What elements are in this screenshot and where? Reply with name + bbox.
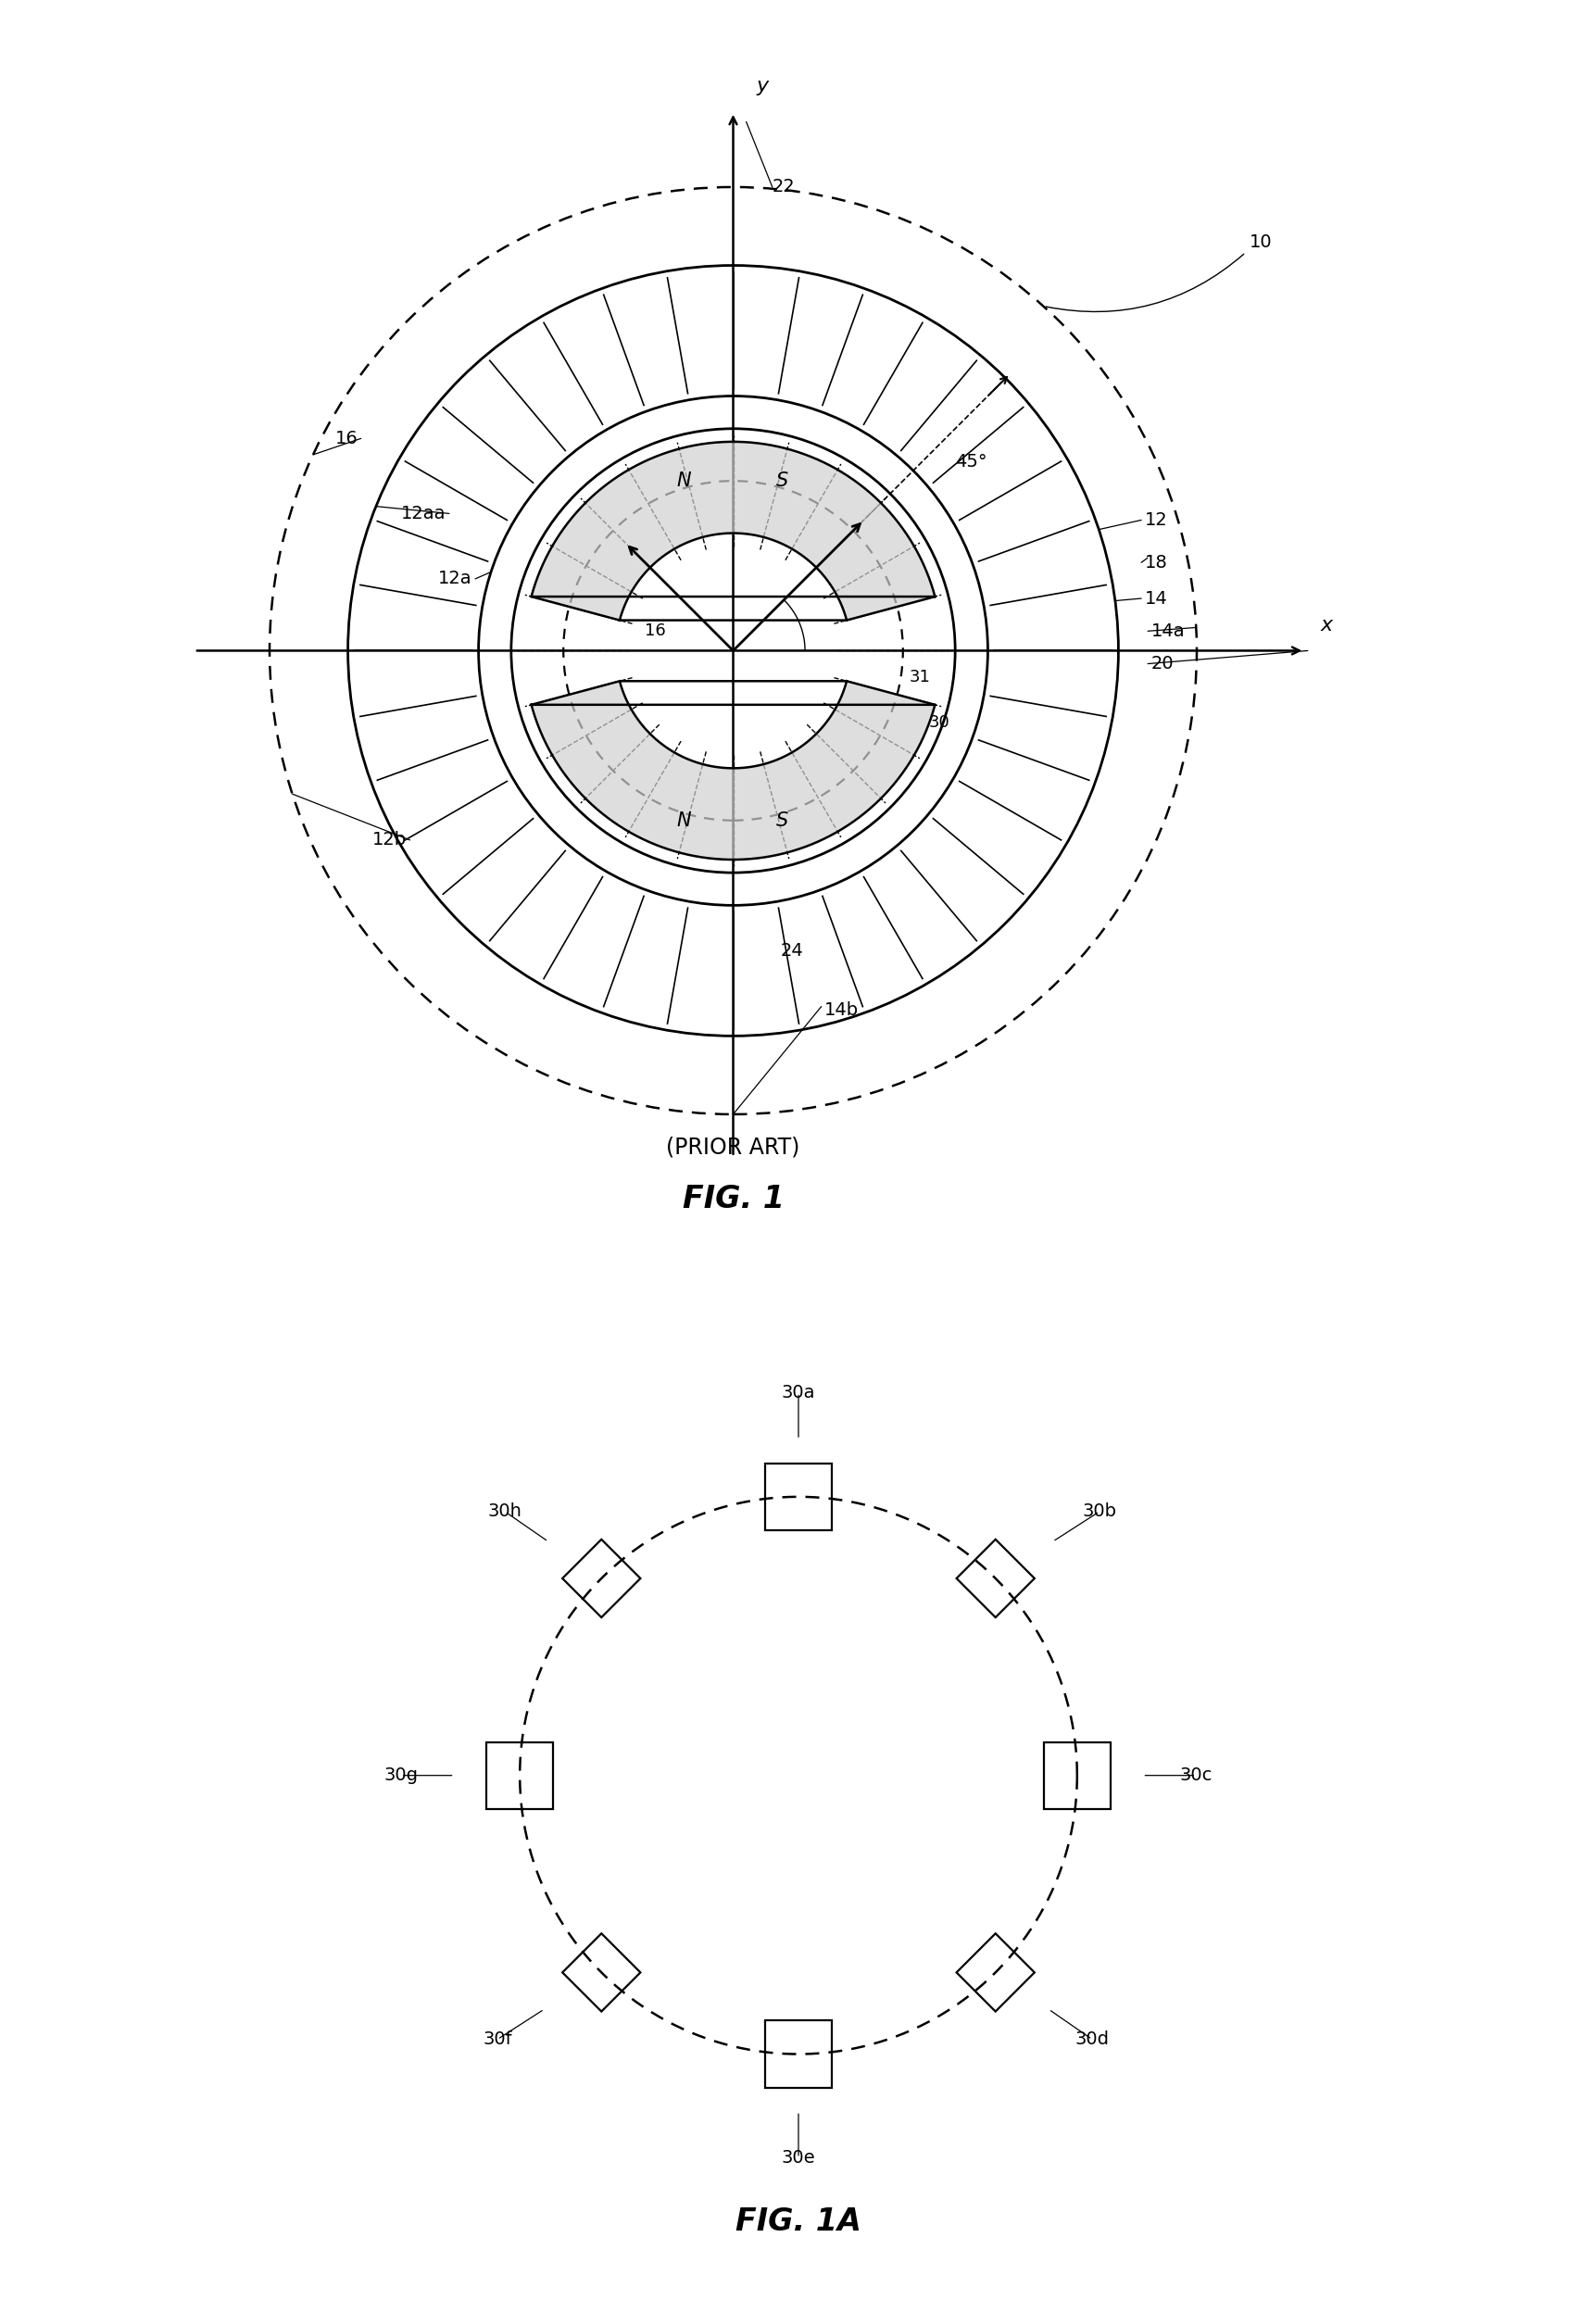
Text: 12a: 12a <box>437 570 472 586</box>
Polygon shape <box>531 681 934 860</box>
Polygon shape <box>531 442 934 621</box>
Text: 16: 16 <box>643 623 666 639</box>
Text: 12aa: 12aa <box>401 504 445 522</box>
Text: 24: 24 <box>780 943 803 959</box>
Text: 30f: 30f <box>482 2031 512 2047</box>
Text: 12b: 12b <box>372 830 407 849</box>
Text: 10: 10 <box>1248 235 1270 251</box>
Bar <box>764 1463 832 1530</box>
Text: 22: 22 <box>772 179 795 196</box>
Text: 14b: 14b <box>824 1000 859 1019</box>
Text: 30h: 30h <box>487 1502 522 1520</box>
Text: 30b: 30b <box>1082 1502 1116 1520</box>
Text: 12: 12 <box>1144 511 1167 529</box>
Text: 16: 16 <box>335 430 358 446</box>
Text: 30a: 30a <box>780 1385 816 1401</box>
Bar <box>764 2022 832 2088</box>
Text: S: S <box>776 472 788 490</box>
Bar <box>487 1741 552 1808</box>
Bar <box>1044 1741 1109 1808</box>
Text: 45°: 45° <box>954 453 986 469</box>
Text: 30g: 30g <box>383 1766 418 1785</box>
Text: 30c: 30c <box>1179 1766 1211 1785</box>
Text: N: N <box>677 472 691 490</box>
Text: 30d: 30d <box>1074 2031 1109 2047</box>
Text: x: x <box>1320 616 1333 635</box>
Text: 20: 20 <box>1151 656 1173 672</box>
Text: 14a: 14a <box>1151 623 1184 639</box>
Text: 30e: 30e <box>780 2148 816 2167</box>
Text: (PRIOR ART): (PRIOR ART) <box>666 1136 800 1157</box>
Text: y: y <box>755 78 768 97</box>
Text: FIG. 1A: FIG. 1A <box>736 2206 860 2236</box>
Text: 31: 31 <box>910 669 930 685</box>
Text: 18: 18 <box>1144 554 1167 570</box>
Text: N: N <box>677 812 691 830</box>
Text: FIG. 1: FIG. 1 <box>681 1184 784 1214</box>
Text: S: S <box>776 812 788 830</box>
Text: 14: 14 <box>1144 589 1167 607</box>
Text: 30: 30 <box>929 715 950 731</box>
